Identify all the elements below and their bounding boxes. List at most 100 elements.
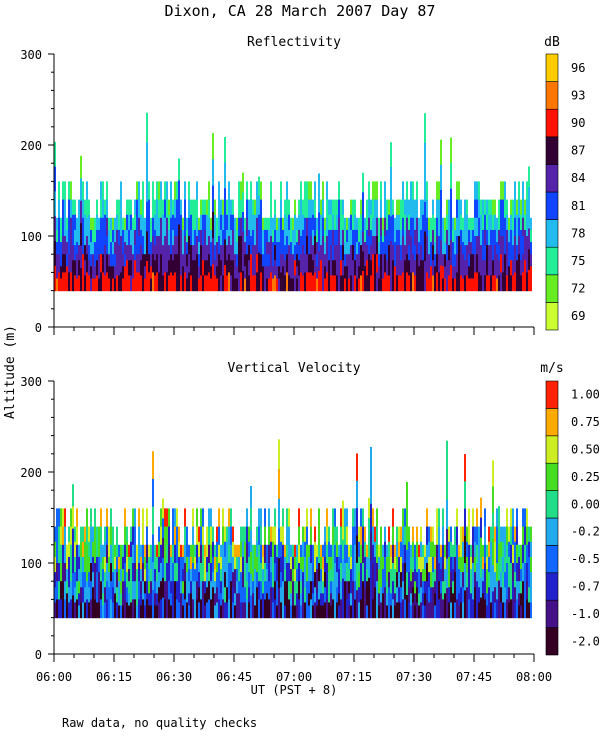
colorbar-swatch: [546, 573, 558, 600]
data-cell: [344, 599, 346, 618]
data-cell: [94, 242, 96, 255]
data-cell: [194, 593, 196, 606]
data-cell: [230, 545, 232, 564]
data-cell: [296, 557, 298, 570]
data-cell: [250, 272, 252, 291]
data-cell: [250, 508, 252, 531]
data-cell: [430, 254, 432, 267]
data-cell: [312, 569, 314, 582]
data-cell: [296, 218, 298, 231]
data-cell: [450, 189, 452, 215]
data-cell: [366, 200, 368, 216]
data-cell: [102, 545, 104, 558]
data-cell: [378, 218, 380, 231]
data-cell: [218, 545, 220, 564]
data-cell: [158, 527, 160, 543]
data-cell: [298, 508, 300, 527]
data-cell: [278, 439, 280, 469]
data-cell: [96, 275, 98, 291]
data-cell: [190, 275, 192, 291]
data-cell: [58, 527, 60, 546]
data-cell: [60, 581, 62, 600]
data-cell: [210, 508, 212, 527]
data-cell: [146, 545, 148, 564]
data-cell: [520, 545, 522, 558]
data-cell: [496, 266, 498, 279]
data-cell: [370, 447, 372, 476]
data-cell: [158, 272, 160, 291]
data-cell: [440, 215, 442, 241]
data-cell: [182, 278, 184, 291]
data-cell: [392, 260, 394, 276]
data-cell: [400, 215, 402, 231]
data-cell: [178, 587, 180, 603]
data-cell: [324, 587, 326, 603]
data-cell: [320, 605, 322, 618]
data-cell: [248, 572, 250, 588]
data-cell: [326, 272, 328, 291]
data-cell: [306, 236, 308, 255]
data-cell: [78, 569, 80, 582]
data-cell: [122, 266, 124, 279]
data-cell: [158, 572, 160, 588]
data-cell: [348, 242, 350, 255]
data-cell: [56, 230, 58, 243]
data-cell: [126, 275, 128, 291]
data-cell: [462, 278, 464, 291]
data-cell: [274, 563, 276, 582]
data-cell: [174, 563, 176, 582]
data-cell: [186, 557, 188, 573]
data-cell: [324, 242, 326, 255]
data-cell: [472, 599, 474, 618]
data-cell: [366, 581, 368, 594]
data-cell: [446, 200, 448, 216]
data-cell: [238, 605, 240, 618]
data-cell: [484, 260, 486, 276]
data-cell: [196, 254, 198, 273]
data-cell: [122, 593, 124, 606]
data-cell: [408, 527, 410, 543]
footnote: Raw data, no quality checks: [62, 716, 257, 730]
data-cell: [514, 557, 516, 573]
data-cell: [276, 545, 278, 558]
data-cell: [404, 245, 406, 261]
data-cell: [198, 254, 200, 267]
data-cell: [308, 581, 310, 594]
data-cell: [242, 232, 244, 252]
data-cell: [392, 508, 394, 527]
data-cell: [432, 230, 434, 246]
data-cell: [64, 563, 66, 582]
data-cell: [316, 581, 318, 594]
data-cell: [278, 528, 280, 558]
data-cell: [194, 605, 196, 618]
data-cell: [518, 200, 520, 219]
data-cell: [460, 245, 462, 261]
data-cell: [124, 230, 126, 243]
data-cell: [294, 593, 296, 606]
data-cell: [192, 508, 194, 527]
data-cell: [194, 245, 196, 261]
colorbar-swatch: [546, 436, 558, 463]
data-cell: [148, 200, 150, 219]
data-cell: [286, 599, 288, 618]
data-cell: [278, 230, 280, 243]
data-cell: [524, 563, 526, 582]
data-cell: [294, 260, 296, 276]
data-cell: [382, 545, 384, 558]
data-cell: [292, 605, 294, 618]
data-cell: [240, 218, 242, 237]
data-cell: [170, 200, 172, 219]
data-cell: [452, 593, 454, 606]
data-cell: [246, 545, 248, 564]
data-cell: [128, 230, 130, 246]
data-cell: [528, 572, 530, 588]
data-cell: [522, 581, 524, 600]
data-cell: [236, 242, 238, 255]
data-cell: [378, 278, 380, 291]
data-cell: [354, 215, 356, 231]
data-cell: [338, 200, 340, 219]
data-cell: [80, 527, 82, 543]
data-cell: [498, 260, 500, 276]
data-cell: [146, 599, 148, 618]
data-cell: [346, 254, 348, 267]
